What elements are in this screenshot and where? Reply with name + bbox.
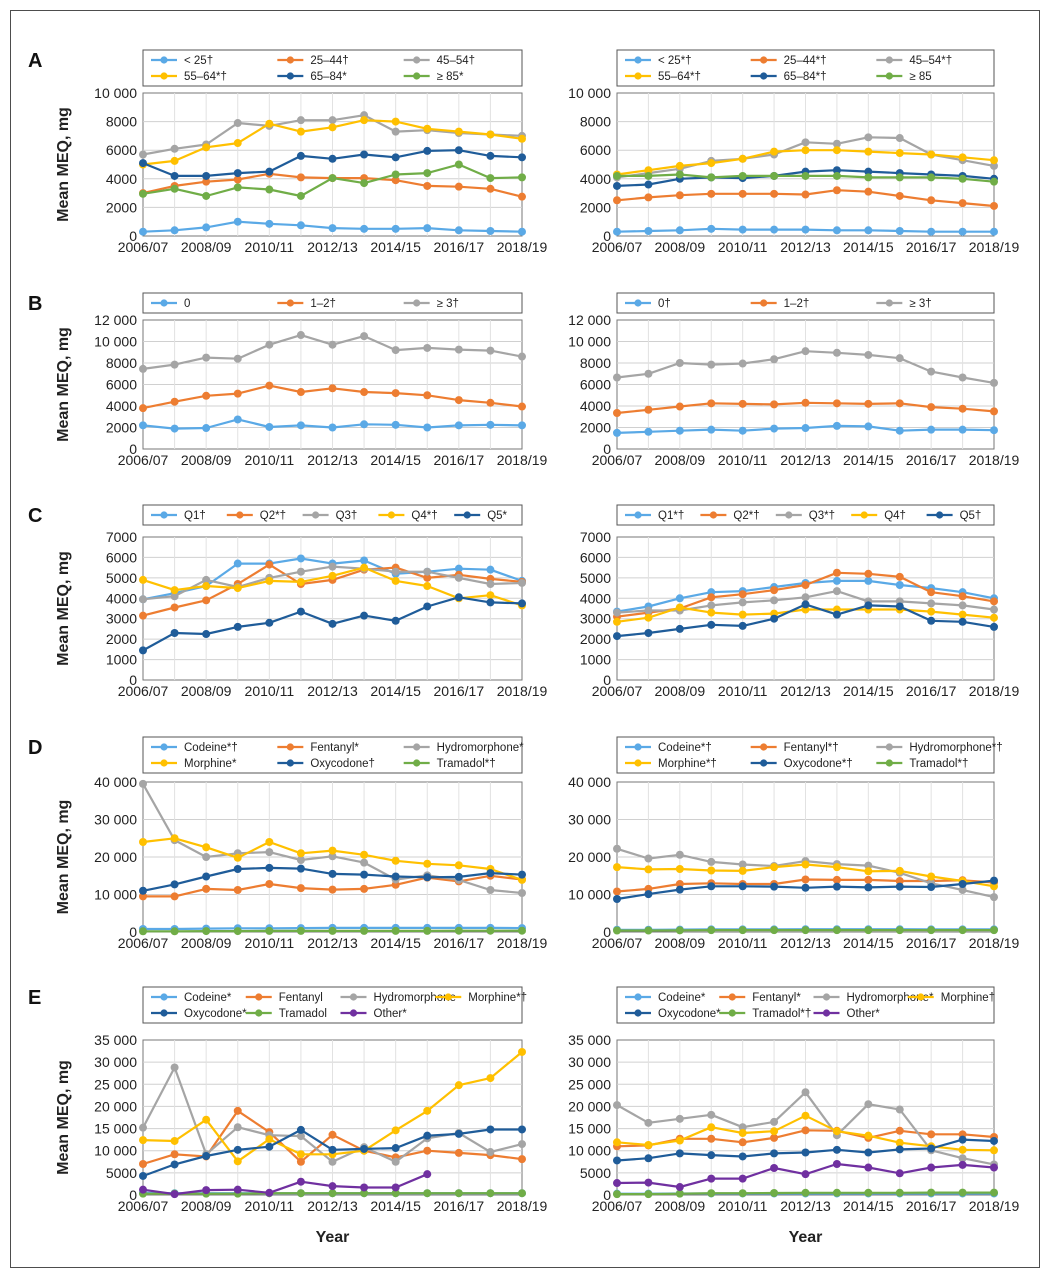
figure-frame xyxy=(10,10,1040,1268)
